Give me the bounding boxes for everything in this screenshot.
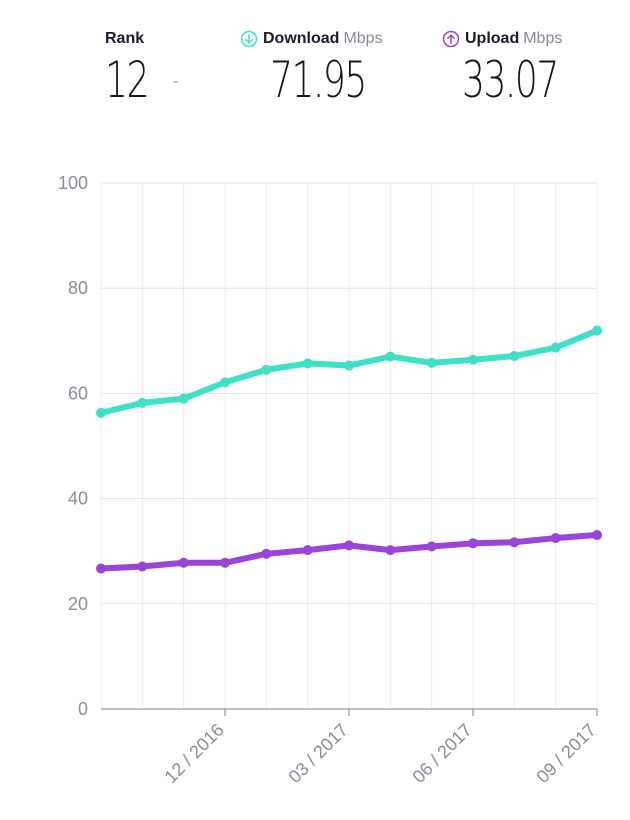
rank-label: Rank — [105, 30, 145, 47]
y-tick-label: 0 — [78, 699, 88, 719]
stats-header: Rank 12 - Download Mbps 71.95 Upload Mbp… — [0, 0, 630, 140]
download-unit: Mbps — [343, 30, 383, 47]
y-tick-label: 60 — [68, 383, 88, 403]
download-label: Download — [263, 30, 340, 47]
download-value: 71.95 — [270, 51, 367, 109]
arrow-down-circle-icon — [240, 30, 258, 48]
download-data-point — [261, 364, 272, 375]
upload-data-point — [344, 540, 354, 551]
download-data-point — [344, 360, 354, 371]
y-tick-label: 20 — [68, 594, 88, 614]
rank-change: - — [173, 73, 179, 90]
x-tick-label: 06 / 2017 — [409, 720, 476, 787]
download-data-point — [220, 377, 230, 388]
download-data-point — [468, 354, 478, 365]
download-stat: Download Mbps 71.95 — [240, 30, 403, 110]
upload-data-point — [592, 530, 602, 541]
upload-data-point — [385, 545, 396, 556]
upload-data-point — [302, 545, 313, 556]
x-tick-label: 09 / 2017 — [533, 720, 600, 787]
y-tick-label: 80 — [68, 278, 88, 298]
upload-value: 33.07 — [462, 51, 559, 109]
x-tick-label: 12 / 2016 — [161, 720, 228, 787]
upload-data-point — [426, 541, 437, 552]
download-data-point — [550, 342, 561, 353]
upload-data-point — [137, 561, 148, 572]
download-data-point — [302, 358, 313, 369]
speed-line-chart: 0 20 40 60 80 100 12 / 2016 03 / 2017 06 / 2017… — [58, 173, 602, 787]
upload-data-point — [550, 533, 561, 544]
arrow-up-circle-icon — [442, 30, 460, 48]
x-tick-label: 03 / 2017 — [285, 720, 352, 787]
upload-label: Upload — [465, 30, 520, 47]
download-data-point — [96, 407, 106, 418]
upload-data-point — [178, 557, 189, 568]
y-tick-label: 40 — [68, 489, 88, 509]
download-data-point — [137, 397, 148, 408]
download-data-point — [509, 351, 520, 362]
upload-data-point — [468, 538, 478, 549]
upload-data-point — [261, 548, 272, 559]
y-tick-label: 100 — [58, 173, 88, 193]
download-data-point — [385, 351, 396, 362]
download-data-point — [592, 325, 602, 336]
upload-stat: Upload Mbps 33.07 — [442, 30, 595, 110]
download-data-point — [426, 357, 437, 368]
upload-unit: Mbps — [523, 30, 563, 47]
upload-data-point — [96, 563, 106, 574]
download-data-point — [178, 393, 189, 404]
rank-stat: Rank 12 — [105, 30, 165, 110]
upload-data-point — [509, 537, 520, 548]
upload-data-point — [220, 557, 230, 568]
rank-value: 12 — [105, 51, 149, 109]
